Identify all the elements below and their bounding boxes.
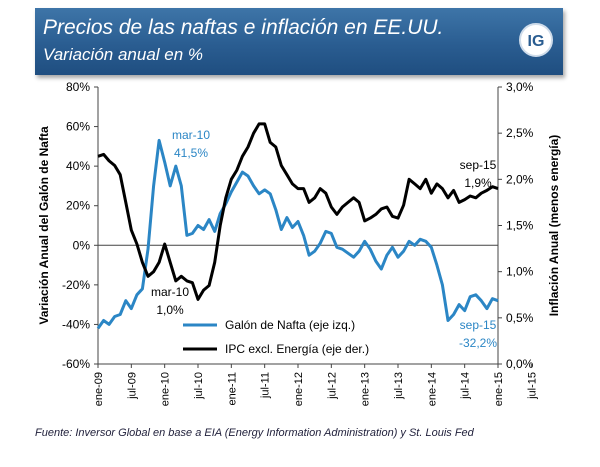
chart-title: Precios de las naftas e inflación en EE.… (43, 16, 444, 39)
x-tick-label: ene-09 (93, 372, 105, 406)
y-left-tick-label: -60% (62, 357, 90, 371)
legend-label-ipc: IPC excl. Energía (eje der.) (225, 342, 369, 356)
annotation-nafta-last-date: sep-15 (460, 318, 497, 332)
chart-header: Precios de las naftas e inflación en EE.… (35, 8, 563, 75)
y-right-tick-label: 3,0% (506, 80, 534, 94)
x-tick-label: ene-10 (160, 372, 172, 406)
annotation-ipc-last-value: 1,9% (464, 176, 492, 190)
x-tick-label: jul-15 (526, 372, 538, 400)
x-tick-label: ene-15 (493, 372, 505, 406)
y-right-tick-label: 2,0% (506, 172, 534, 186)
y-right-tick-label: 0,5% (506, 311, 534, 325)
x-tick-label: ene-11 (226, 372, 238, 405)
x-tick-label: jul-14 (460, 372, 472, 400)
series-line-ipc (97, 122, 499, 301)
annotation-nafta-peak-date: mar-10 (172, 128, 210, 142)
x-tick-label: jul-10 (193, 372, 205, 400)
y-left-tick-label: 80% (66, 80, 90, 94)
x-tick-label: jul-13 (393, 372, 405, 400)
chart-subtitle: Variación anual en % (43, 45, 204, 64)
y-left-tick-label: 20% (66, 199, 90, 213)
annotation-nafta-peak-value: 41,5% (174, 146, 208, 160)
x-tick-label: jul-11 (260, 372, 272, 399)
series-line-nafta (96, 138, 499, 330)
x-tick-label: jul-12 (326, 372, 338, 400)
annotation-ipc-last-date: sep-15 (460, 158, 497, 172)
ig-logo: IG (519, 23, 553, 57)
y-left-tick-label: -20% (62, 278, 90, 292)
x-tick-label: jul-09 (126, 372, 138, 400)
y-left-tick-label: 40% (66, 159, 90, 173)
annotation-ipc-low-value: 1,0% (156, 303, 184, 317)
y-left-tick-label: -40% (62, 317, 90, 331)
annotation-nafta-last-value: -32,2% (459, 336, 497, 350)
y-right-tick-label: 1,5% (506, 219, 534, 233)
x-tick-label: ene-13 (360, 372, 372, 406)
y-left-tick-label: 0% (73, 238, 91, 252)
y-axis-right-label: Inflación Anual (menos energía) (547, 135, 561, 317)
y-right-tick-label: 0,0% (506, 357, 534, 371)
y-axis-left-label: Variación Anual del Galón de Nafta (37, 126, 51, 325)
annotation-ipc-low-date: mar-10 (151, 285, 189, 299)
y-right-tick-label: 1,0% (506, 265, 534, 279)
x-tick-label: ene-12 (293, 372, 305, 406)
y-left-tick-label: 60% (66, 120, 90, 134)
source-note: Fuente: Inversor Global en base a EIA (E… (35, 427, 474, 439)
legend-label-nafta: Galón de Nafta (eje izq.) (225, 318, 355, 332)
x-tick-label: ene-14 (426, 372, 438, 406)
y-right-tick-label: 2,5% (506, 126, 534, 140)
